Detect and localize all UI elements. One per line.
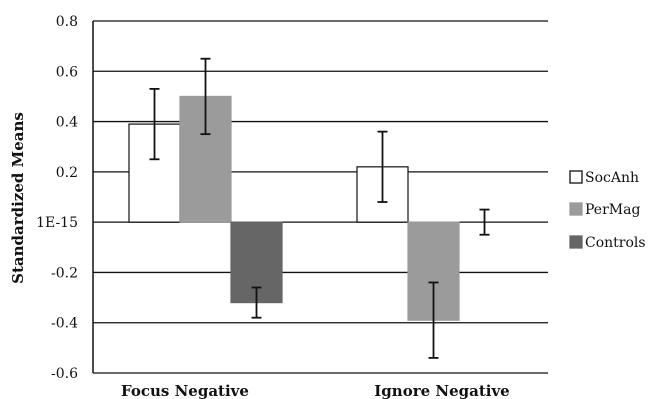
legend-swatch-socanh	[569, 170, 583, 184]
legend-label-socanh: SocAnh	[585, 170, 639, 186]
legend-label-controls: Controls	[585, 235, 646, 251]
category-label: Focus Negative	[121, 382, 249, 399]
y-tick-label: 0.8	[56, 14, 78, 30]
legend-swatch-controls	[569, 235, 583, 249]
y-tick-label: 0.4	[56, 115, 78, 131]
category-label: Ignore Negative	[374, 382, 509, 399]
legend: SocAnh PerMag Controls	[569, 170, 646, 251]
legend-label-permag: PerMag	[585, 202, 640, 218]
y-tick-label: 0.6	[56, 64, 78, 80]
y-axis-label: Standardized Means	[9, 112, 27, 284]
y-tick-label: -0.2	[51, 265, 78, 281]
y-tick-label: -0.6	[51, 366, 78, 382]
y-tick-label: -0.4	[51, 316, 78, 332]
legend-swatch-permag	[569, 202, 583, 216]
y-tick-labels: 0.8 0.6 0.4 0.2 1E-15 -0.2 -0.4 -0.6	[36, 14, 78, 382]
y-tick-label: 0.2	[56, 165, 78, 181]
bars	[128, 95, 460, 321]
y-tick-label: 1E-15	[36, 215, 78, 231]
category-labels: Focus Negative Ignore Negative	[121, 382, 510, 399]
error-bars	[149, 57, 490, 359]
